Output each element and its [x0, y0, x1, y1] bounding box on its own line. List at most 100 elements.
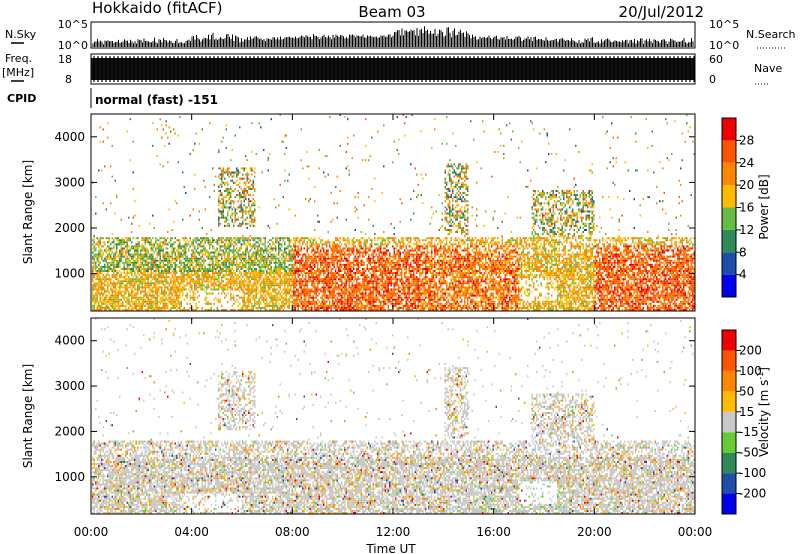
- scatter-cell: [291, 259, 293, 262]
- scatter-cell: [314, 265, 316, 268]
- scatter-cell: [135, 259, 137, 262]
- scatter-cell: [293, 284, 295, 287]
- scatter-cell: [218, 210, 220, 213]
- scatter-cell: [314, 304, 316, 307]
- scatter-cell: [165, 257, 167, 260]
- scatter-cell: [312, 243, 314, 246]
- scatter-cell: [320, 296, 322, 299]
- scatter-cell: [224, 177, 226, 180]
- scatter-cell: [162, 257, 164, 260]
- scatter-cell: [144, 274, 146, 277]
- scatter-cell: [245, 155, 247, 158]
- scatter-cell: [263, 284, 265, 287]
- scatter-cell: [182, 218, 184, 221]
- scatter-cell: [267, 224, 269, 227]
- scatter-cell: [230, 284, 232, 287]
- scatter-cell: [257, 257, 259, 260]
- scatter-cell: [237, 294, 239, 297]
- scatter-cell: [120, 286, 122, 289]
- scatter-cell: [218, 280, 220, 283]
- scatter-cell: [185, 237, 187, 240]
- scatter-cell: [311, 257, 313, 260]
- scatter-cell: [300, 272, 302, 275]
- scatter-cell: [116, 196, 118, 199]
- scatter-cell: [149, 304, 151, 307]
- scatter-cell: [182, 286, 184, 289]
- scatter-cell: [155, 247, 157, 250]
- scatter-cell: [134, 247, 136, 250]
- scatter-cell: [183, 270, 185, 273]
- scatter-cell: [174, 257, 176, 260]
- scatter-cell: [195, 265, 197, 268]
- scatter-cell: [278, 286, 280, 289]
- scatter-cell: [165, 280, 167, 283]
- scatter-cell: [167, 306, 169, 309]
- scatter-cell: [231, 278, 233, 281]
- scatter-cell: [111, 298, 113, 301]
- scatter-cell: [170, 300, 172, 303]
- scatter-cell: [231, 276, 233, 279]
- scatter-cell: [240, 222, 242, 225]
- scatter-cell: [245, 243, 247, 246]
- scatter-cell: [272, 241, 274, 244]
- scatter-cell: [105, 257, 107, 260]
- scatter-cell: [180, 290, 182, 293]
- scatter-cell: [231, 274, 233, 277]
- scatter-cell: [273, 274, 275, 277]
- scatter-cell: [194, 239, 196, 242]
- scatter-cell: [296, 270, 298, 273]
- scatter-cell: [141, 255, 143, 258]
- scatter-cell: [138, 263, 140, 266]
- scatter-cell: [182, 288, 184, 291]
- scatter-cell: [297, 272, 299, 275]
- scatter-cell: [108, 296, 110, 299]
- scatter-cell: [245, 265, 247, 268]
- scatter-cell: [191, 278, 193, 281]
- scatter-cell: [107, 241, 109, 244]
- scatter-cell: [188, 274, 190, 277]
- scatter-cell: [236, 298, 238, 301]
- scatter-cell: [138, 300, 140, 303]
- scatter-cell: [308, 259, 310, 262]
- scatter-cell: [293, 302, 295, 305]
- scatter-cell: [312, 272, 314, 275]
- scatter-cell: [267, 265, 269, 268]
- scatter-cell: [165, 270, 167, 273]
- scatter-cell: [114, 296, 116, 299]
- scatter-cell: [312, 247, 314, 250]
- scatter-cell: [192, 241, 194, 244]
- scatter-cell: [303, 263, 305, 266]
- scatter-cell: [270, 267, 272, 270]
- scatter-cell: [186, 274, 188, 277]
- scatter-cell: [162, 247, 164, 250]
- scatter-cell: [126, 272, 128, 275]
- scatter-cell: [98, 263, 100, 266]
- scatter-cell: [263, 280, 265, 283]
- scatter-cell: [308, 247, 310, 250]
- scatter-cell: [269, 302, 271, 305]
- scatter-cell: [210, 270, 212, 273]
- scatter-cell: [285, 282, 287, 285]
- scatter-cell: [132, 253, 134, 256]
- scatter-cell: [272, 288, 274, 291]
- scatter-cell: [93, 247, 95, 250]
- scatter-cell: [255, 296, 257, 299]
- scatter-cell: [167, 263, 169, 266]
- scatter-cell: [161, 272, 163, 275]
- scatter-cell: [227, 247, 229, 250]
- scatter-cell: [105, 270, 107, 273]
- scatter-cell: [218, 202, 220, 205]
- scatter-cell: [288, 173, 290, 176]
- scatter-cell: [231, 171, 233, 174]
- scatter-cell: [276, 239, 278, 242]
- scatter-cell: [288, 267, 290, 270]
- scatter-cell: [95, 284, 97, 287]
- scatter-cell: [287, 292, 289, 295]
- scatter-cell: [201, 237, 203, 240]
- scatter-cell: [270, 309, 272, 311]
- scatter-cell: [189, 153, 191, 156]
- scatter-cell: [96, 243, 98, 246]
- scatter-cell: [105, 302, 107, 305]
- scatter-cell: [257, 241, 259, 244]
- scatter-cell: [206, 233, 208, 236]
